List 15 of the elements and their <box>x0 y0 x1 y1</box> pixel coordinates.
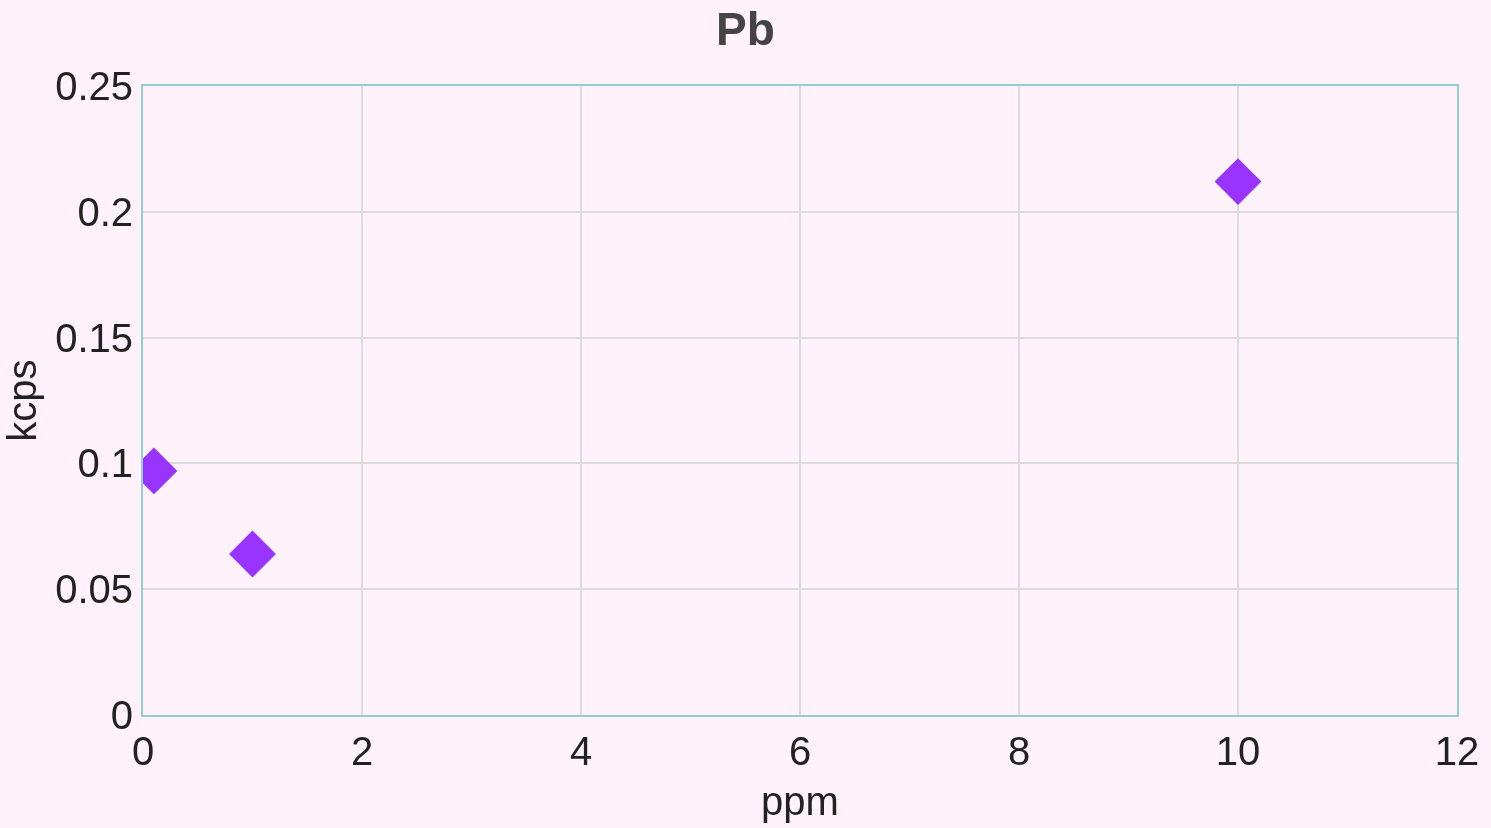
x-tick-label: 8 <box>1007 729 1031 773</box>
x-tick-label: 12 <box>1434 729 1480 773</box>
y-tick-label: 0.05 <box>55 567 133 612</box>
x-tick-label: 4 <box>569 729 593 773</box>
y-tick-label: 0.15 <box>55 315 133 360</box>
x-axis-title: ppm <box>761 779 839 823</box>
y-tick-label: 0.2 <box>77 189 133 234</box>
chart-title: Pb <box>716 2 775 55</box>
x-tick-label: 10 <box>1215 729 1261 773</box>
y-tick-label: 0 <box>110 693 133 737</box>
y-tick-label: 0.1 <box>77 441 133 486</box>
x-tick-label: 6 <box>788 729 812 773</box>
y-tick-label: 0.25 <box>55 64 133 108</box>
x-tick-label: 2 <box>350 729 374 773</box>
y-axis-title: kcps <box>0 359 44 442</box>
